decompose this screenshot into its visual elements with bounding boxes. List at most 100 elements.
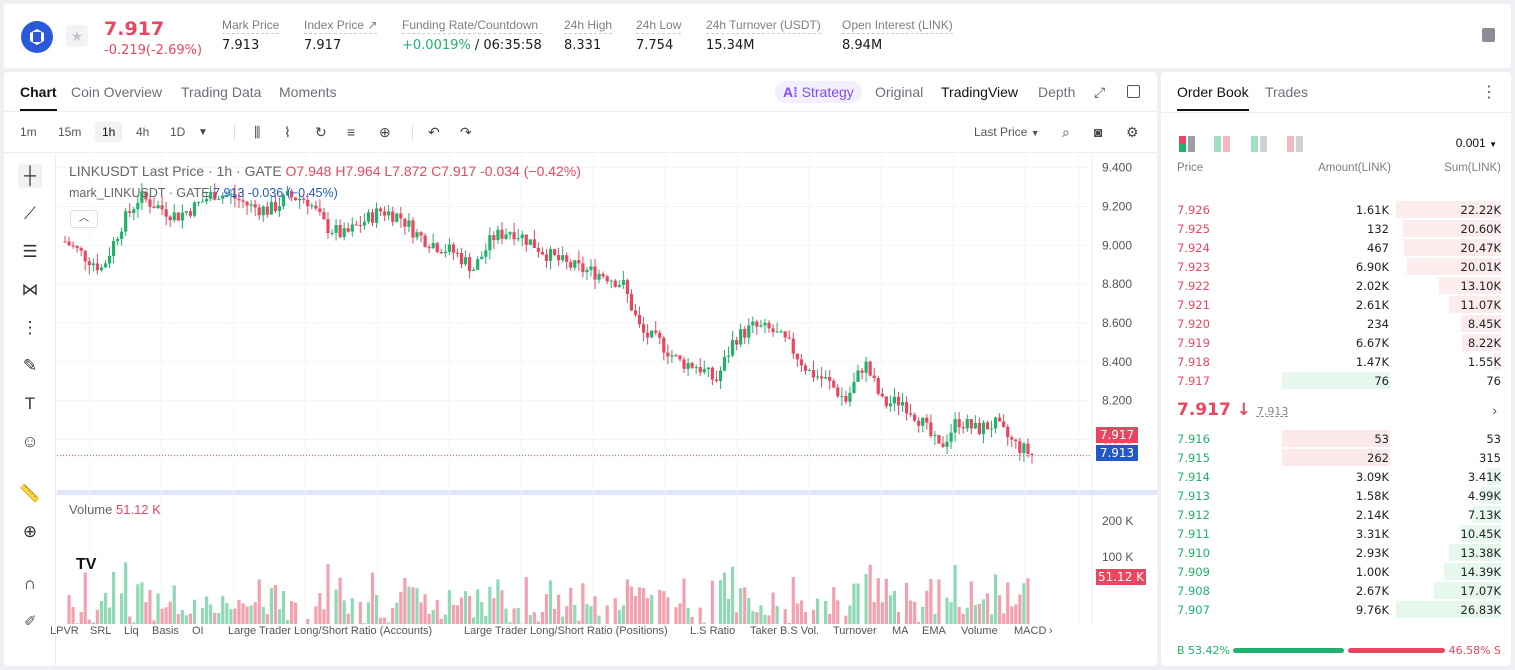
bid-row[interactable]: 7.912 2.14K 7.13K xyxy=(1161,505,1511,524)
bid-row[interactable]: 7.911 3.31K 10.45K xyxy=(1161,524,1511,543)
candle-type-icon[interactable]: ⫼ xyxy=(254,124,261,140)
candle-body xyxy=(783,331,787,338)
price-chart[interactable]: 9.4009.2009.0008.8008.6008.4008.2008.000… xyxy=(57,154,1157,624)
timeframe-1d[interactable]: 1D xyxy=(170,125,186,139)
view-original[interactable]: Original xyxy=(875,84,924,100)
fib-icon[interactable]: ⋮ xyxy=(21,318,39,337)
indicator-basis[interactable]: Basis xyxy=(152,625,179,637)
book-mode-both-icon[interactable] xyxy=(1179,136,1195,152)
magnet-icon[interactable]: ∩ xyxy=(23,574,37,593)
timeframe-4h[interactable]: 4h xyxy=(136,125,150,139)
pattern-icon[interactable]: ⋈ xyxy=(21,280,39,299)
indicator-liq[interactable]: Liq xyxy=(124,625,139,637)
ask-row[interactable]: 7.920 234 8.45K xyxy=(1161,314,1511,333)
indicator-macd[interactable]: MACD xyxy=(1014,625,1047,637)
bid-row[interactable]: 7.907 9.76K 26.83K xyxy=(1161,600,1511,619)
bid-row[interactable]: 7.909 1.00K 14.39K xyxy=(1161,562,1511,581)
strategy-button[interactable]: A⁞ Strategy xyxy=(775,81,862,103)
indicator-srl[interactable]: SRL xyxy=(90,625,112,637)
timeframe-1h[interactable]: 1h xyxy=(95,122,123,142)
fullscreen-icon[interactable]: ⤢ xyxy=(1094,84,1106,100)
depth-bar xyxy=(1396,601,1501,618)
bid-row[interactable]: 7.916 53 53 xyxy=(1161,429,1511,448)
add-indicator-icon[interactable]: ⊕ xyxy=(379,124,391,140)
bid-row[interactable]: 7.910 2.93K 13.38K xyxy=(1161,543,1511,562)
price-step-dropdown[interactable]: 0.001 ▼ xyxy=(1455,136,1497,150)
row-amount: 53 xyxy=(1374,432,1389,446)
candle-body xyxy=(1014,439,1018,442)
indicator-ma[interactable]: MA xyxy=(892,625,909,637)
indicators-icon[interactable]: ⌇ xyxy=(284,124,291,140)
trendline-icon[interactable]: ⟋ xyxy=(24,204,36,223)
indicator-large-trader-long-short-ratio-accounts-[interactable]: Large Trader Long/Short Ratio (Accounts) xyxy=(228,625,433,637)
edit-pencil-icon[interactable]: ✐ xyxy=(24,613,37,630)
tab-trading-data[interactable]: Trading Data xyxy=(181,84,262,100)
price-type-dropdown[interactable]: Last Price ▼ xyxy=(974,125,1040,139)
bid-row[interactable]: 7.913 1.58K 4.99K xyxy=(1161,486,1511,505)
indicator-volume[interactable]: Volume xyxy=(961,625,998,637)
indicator-lpvr[interactable]: LPVR xyxy=(50,625,79,637)
indicator-taker-b-s-vol-[interactable]: Taker B.S Vol. xyxy=(750,625,820,637)
view-depth[interactable]: Depth xyxy=(1038,84,1076,100)
mid-price[interactable]: 7.917 ↓ 7.913 xyxy=(1177,400,1289,420)
ask-row[interactable]: 7.917 76 76 xyxy=(1161,371,1511,390)
replay-icon[interactable]: ↻ xyxy=(315,124,327,140)
guide-book-icon[interactable] xyxy=(1482,28,1495,42)
tab-chart[interactable]: Chart xyxy=(20,84,57,111)
collapse-legend-button[interactable]: ︿ xyxy=(70,210,98,228)
chevron-right-icon[interactable]: › xyxy=(1492,402,1497,418)
ask-row[interactable]: 7.918 1.47K 1.55K xyxy=(1161,352,1511,371)
ask-row[interactable]: 7.925 132 20.60K xyxy=(1161,219,1511,238)
book-mode-bids-icon[interactable] xyxy=(1251,136,1267,152)
undo-icon[interactable]: ↶ xyxy=(428,124,440,140)
ruler-icon[interactable]: 📏 xyxy=(19,484,41,503)
settings-gear-icon[interactable]: ⚙ xyxy=(1126,124,1139,140)
ask-row[interactable]: 7.919 6.67K 8.22K xyxy=(1161,333,1511,352)
ask-row[interactable]: 7.926 1.61K 22.22K xyxy=(1161,200,1511,219)
emoji-icon[interactable]: ☺ xyxy=(21,432,39,451)
bid-row[interactable]: 7.915 262 315 xyxy=(1161,448,1511,467)
tab-coin-overview[interactable]: Coin Overview xyxy=(71,84,163,100)
crosshair-icon[interactable]: ┼ xyxy=(18,164,42,188)
indicator-large-trader-long-short-ratio-positions-[interactable]: Large Trader Long/Short Ratio (Positions… xyxy=(464,625,668,637)
indicator-l-s-ratio[interactable]: L.S Ratio xyxy=(690,625,736,637)
indicator-scroll-right-icon[interactable]: › xyxy=(1049,625,1053,637)
volume-bar xyxy=(245,606,249,624)
templates-icon[interactable]: ≡ xyxy=(347,124,356,140)
horizontal-lines-icon[interactable]: ☰ xyxy=(22,242,38,261)
row-sum: 8.22K xyxy=(1467,336,1501,350)
text-tool-icon[interactable]: T xyxy=(24,394,36,413)
stat-index-price[interactable]: Index Price ↗ 7.917 xyxy=(304,18,378,53)
book-mode-half-icon[interactable] xyxy=(1214,136,1230,152)
search-icon[interactable]: ⌕ xyxy=(1062,124,1070,140)
brush-icon[interactable]: ✎ xyxy=(22,356,38,375)
redo-icon[interactable]: ↷ xyxy=(460,124,472,140)
timeframe-15m[interactable]: 15m xyxy=(58,125,82,139)
volume-bar xyxy=(884,578,888,624)
ask-row[interactable]: 7.921 2.61K 11.07K xyxy=(1161,295,1511,314)
ask-row[interactable]: 7.923 6.90K 20.01K xyxy=(1161,257,1511,276)
candle-body xyxy=(455,252,460,254)
indicator-oi[interactable]: OI xyxy=(192,625,204,637)
indicator-ema[interactable]: EMA xyxy=(922,625,946,637)
view-tradingview[interactable]: TradingView xyxy=(941,84,1019,100)
favorite-star-icon[interactable]: ★ xyxy=(66,25,88,47)
bid-row[interactable]: 7.908 2.67K 17.07K xyxy=(1161,581,1511,600)
tab-order-book[interactable]: Order Book xyxy=(1177,84,1249,111)
ask-row[interactable]: 7.922 2.02K 13.10K xyxy=(1161,276,1511,295)
timeframe-dropdown-icon[interactable]: ▼ xyxy=(198,127,208,138)
candle-body xyxy=(225,195,229,197)
indicator-turnover[interactable]: Turnover xyxy=(833,625,877,637)
volume-bar xyxy=(269,587,273,624)
book-mode-asks-icon[interactable] xyxy=(1287,136,1303,152)
tab-moments[interactable]: Moments xyxy=(279,84,337,100)
camera-icon[interactable]: ◙ xyxy=(1094,124,1103,140)
chart-panel: Chart Coin Overview Trading Data Moments… xyxy=(4,72,1157,666)
ask-row[interactable]: 7.924 467 20.47K xyxy=(1161,238,1511,257)
timeframe-1m[interactable]: 1m xyxy=(20,125,37,139)
tab-trades[interactable]: Trades xyxy=(1265,84,1309,100)
zoom-in-icon[interactable]: ⊕ xyxy=(22,522,38,541)
window-icon[interactable] xyxy=(1127,85,1140,98)
more-vertical-icon[interactable]: ⋮ xyxy=(1481,84,1497,101)
bid-row[interactable]: 7.914 3.09K 3.41K xyxy=(1161,467,1511,486)
